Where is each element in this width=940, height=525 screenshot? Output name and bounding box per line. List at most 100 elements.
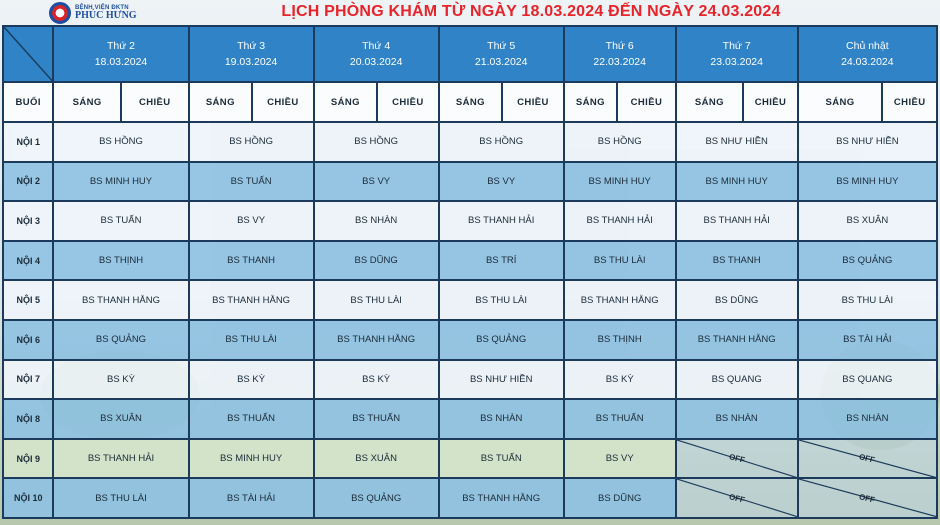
doctor-cell: BS THU LÀI xyxy=(562,239,677,282)
day-date: 24.03.2024 xyxy=(841,56,894,68)
doctor-cell: BS THU LÀI xyxy=(437,279,565,321)
logo-text: BỆNH VIỆN ĐKTN PHÚC HƯNG xyxy=(75,5,137,21)
doctor-cell: BS HỒNG xyxy=(187,121,315,163)
doctor-cell: BS THANH HẰNG xyxy=(562,279,677,321)
day-date: 21.03.2024 xyxy=(474,56,528,68)
morning-header: SÁNG xyxy=(437,81,504,123)
doctor-cell: BS THANH HẰNG xyxy=(312,318,440,361)
day-header: Thứ 3 19.03.2024 xyxy=(187,25,315,83)
morning-header: SÁNG xyxy=(187,81,254,123)
doctor-cell: BS TUẤN xyxy=(437,437,565,480)
doctor-cell: BS HỒNG xyxy=(52,121,190,163)
morning-header: SÁNG xyxy=(52,81,122,123)
doctor-cell: BS TRÍ xyxy=(437,239,565,282)
room-label: NỘI 1 xyxy=(1,121,55,163)
doctor-cell: BS TUẤN xyxy=(52,200,190,242)
header: BỆNH VIỆN ĐKTN PHÚC HƯNG LỊCH PHÒNG KHÁM… xyxy=(0,0,940,26)
doctor-cell: BS QUANG xyxy=(796,358,939,401)
doctor-cell: BS TÀI HẢI xyxy=(796,318,939,361)
day-header: Thứ 2 18.03.2024 xyxy=(52,25,190,83)
doctor-cell: BS THUẤN xyxy=(562,398,677,440)
doctor-cell: BS MINH HUY xyxy=(52,160,190,203)
afternoon-header: CHIỀU xyxy=(251,81,315,123)
doctor-cell: BS TÀI HẢI xyxy=(187,477,315,519)
doctor-cell: BS THUẤN xyxy=(187,398,315,440)
logo-line-1: BỆNH VIỆN ĐKTN xyxy=(75,5,129,11)
schedule-row: NỘI 9 BS THANH HẢI BS MINH HUY BS XUÂN BS TU… xyxy=(1,437,939,480)
doctor-cell: BS VY xyxy=(312,160,440,203)
schedule-row: NỘI 7 BS KỲ BS KỲ BS KỲ BS NHƯ HIỀN BS KỲ BS Q… xyxy=(1,358,939,401)
doctor-cell: BS HỒNG xyxy=(312,121,440,163)
doctor-cell: BS THU LÀI xyxy=(52,477,190,519)
day-date: 20.03.2024 xyxy=(349,56,403,68)
day-header: Thứ 4 20.03.2024 xyxy=(312,25,440,83)
day-header: Thứ 6 22.03.2024 xyxy=(562,25,677,83)
day-date: 18.03.2024 xyxy=(94,56,148,68)
doctor-cell: BS DŨNG xyxy=(312,239,440,282)
room-label: NỘI 8 xyxy=(1,398,55,440)
doctor-cell: BS HỒNG xyxy=(437,121,565,163)
morning-header: SÁNG xyxy=(562,81,619,123)
page-title: LỊCH PHÒNG KHÁM TỪ NGÀY 18.03.2024 ĐẾN N… xyxy=(281,3,781,20)
doctor-cell: BS QUẢNG xyxy=(312,477,440,519)
schedule-row: NỘI 8 BS XUÂN BS THUẤN BS THUẤN BS NHÀN BS TH… xyxy=(1,398,939,440)
room-label: NỘI 2 xyxy=(1,160,55,203)
doctor-cell: BS THUẤN xyxy=(312,398,440,440)
doctor-cell: BS NHƯ HIỀN xyxy=(437,358,565,401)
doctor-cell: BS THANH xyxy=(187,239,315,282)
doctor-cell: BS KỲ xyxy=(312,358,440,401)
day-header: Thứ 7 23.03.2024 xyxy=(674,25,799,83)
doctor-cell: BS VY xyxy=(437,160,565,203)
doctor-cell: BS THU LÀI xyxy=(796,279,939,321)
doctor-cell: BS THANH HẢI xyxy=(437,200,565,242)
afternoon-header: CHIỀU xyxy=(376,81,440,123)
day-name: Thứ 7 xyxy=(722,39,751,52)
doctor-cell: BS KỲ xyxy=(562,358,677,401)
doctor-cell: BS THANH HẰNG xyxy=(674,318,799,361)
doctor-cell: BS QUẢNG xyxy=(796,239,939,282)
logo-line-2: PHÚC HƯNG xyxy=(75,10,137,21)
doctor-cell: BS THANH HẰNG xyxy=(187,279,315,321)
doctor-cell: BS QUANG xyxy=(674,358,799,401)
day-name: Thứ 4 xyxy=(362,39,391,52)
day-name: Thứ 5 xyxy=(487,39,516,52)
session-header: BUỔI xyxy=(1,81,55,123)
doctor-cell: BS THANH HẰNG xyxy=(437,477,565,519)
room-label: NỘI 7 xyxy=(1,358,55,401)
room-label: NỘI 10 xyxy=(1,477,55,519)
off-cell: OFF xyxy=(796,437,939,480)
doctor-cell: BS THANH HẢI xyxy=(52,437,190,480)
day-name: Thứ 3 xyxy=(237,39,266,52)
off-cell: OFF xyxy=(674,437,799,480)
doctor-cell: BS NHÀN xyxy=(674,398,799,440)
schedule-table: Thứ 2 18.03.2024 Thứ 3 19.03.2024 Thứ 4 20.03… xyxy=(1,25,939,519)
doctor-cell: BS MINH HUY xyxy=(187,437,315,480)
room-label: NỘI 6 xyxy=(1,318,55,361)
doctor-cell: BS KỲ xyxy=(187,358,315,401)
afternoon-header: CHIỀU xyxy=(501,81,565,123)
day-date: 22.03.2024 xyxy=(593,56,646,68)
doctor-cell: BS NHÀN xyxy=(437,398,565,440)
afternoon-header: CHIỀU xyxy=(616,81,677,123)
doctor-cell: BS THU LÀI xyxy=(312,279,440,321)
day-date: 19.03.2024 xyxy=(224,56,278,68)
doctor-cell: BS QUẢNG xyxy=(437,318,565,361)
schedule-row: NỘI 2 BS MINH HUY BS TUẤN BS VY BS VY BS MINH… xyxy=(1,160,939,203)
doctor-cell: BS THU LÀI xyxy=(187,318,315,361)
morning-header: SÁNG xyxy=(312,81,379,123)
doctor-cell: BS KỲ xyxy=(52,358,190,401)
hospital-seal-icon xyxy=(49,2,71,24)
doctor-cell: BS THANH HẰNG xyxy=(52,279,190,321)
off-diagonal xyxy=(800,440,935,477)
morning-header: SÁNG xyxy=(674,81,745,123)
morning-header: SÁNG xyxy=(796,81,884,123)
afternoon-header: CHIỀU xyxy=(742,81,799,123)
room-label: NỘI 9 xyxy=(1,437,55,480)
day-header-row: Thứ 2 18.03.2024 Thứ 3 19.03.2024 Thứ 4 20.03… xyxy=(1,25,939,83)
doctor-cell: BS NHÀN xyxy=(312,200,440,242)
doctor-cell: BS XUÂN xyxy=(796,200,939,242)
day-header: Thứ 5 21.03.2024 xyxy=(437,25,565,83)
doctor-cell: BS NHƯ HIỀN xyxy=(674,121,799,163)
day-name: Thứ 6 xyxy=(605,39,634,52)
doctor-cell: BS VY xyxy=(187,200,315,242)
